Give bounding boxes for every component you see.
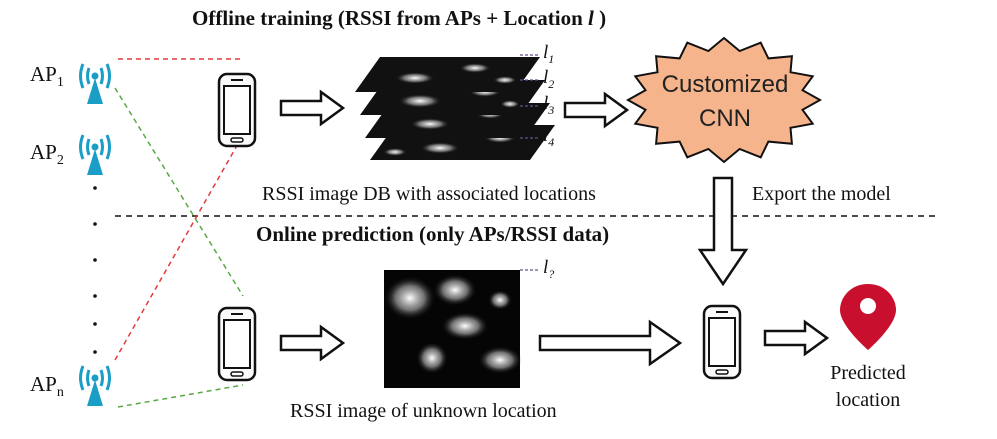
arrow-icon [763, 320, 829, 356]
db-caption: RSSI image DB with associated locations [262, 183, 596, 205]
ap-label: AP2 [30, 140, 64, 169]
unknown-location-label: l? [543, 257, 555, 281]
location-label: l1 [543, 42, 555, 66]
location-label: l3 [543, 93, 555, 117]
ap1-online-line [114, 87, 244, 297]
ap-connections [114, 58, 244, 408]
smartphone-icon [217, 72, 257, 148]
wifi-icon [79, 62, 111, 106]
predicted-caption: Predicted location [830, 362, 906, 411]
export-arrow [697, 176, 749, 287]
apn-online-line [117, 384, 244, 408]
location-label: l2 [543, 67, 555, 91]
export-caption: Export the model [752, 183, 891, 205]
unknown-rssi-image [384, 269, 538, 388]
arrow-icon [279, 90, 345, 126]
location-label: l4 [543, 125, 555, 149]
apn-offline-line [114, 134, 244, 361]
smartphone-icon [217, 306, 257, 382]
arrow-icon [538, 319, 683, 367]
cnn-shape [625, 36, 823, 164]
wifi-icon [79, 364, 111, 408]
rssi-image-stack [355, 54, 555, 160]
ap-label: APn [30, 372, 64, 401]
online-heading: Online prediction (only APs/RSSI data) [256, 222, 610, 246]
smartphone-icon [702, 304, 742, 380]
location-pin-icon [840, 284, 896, 350]
cnn-label: Customized CNN [661, 71, 789, 132]
offline-heading: Offline training (RSSI from APs + Locati… [192, 6, 607, 30]
ap-label: AP1 [30, 62, 64, 91]
arrow-icon [563, 92, 629, 128]
wifi-icon [79, 133, 111, 177]
arrow-icon [279, 325, 345, 361]
unknown-caption: RSSI image of unknown location [290, 400, 557, 422]
ellipsis-dots [93, 186, 97, 354]
